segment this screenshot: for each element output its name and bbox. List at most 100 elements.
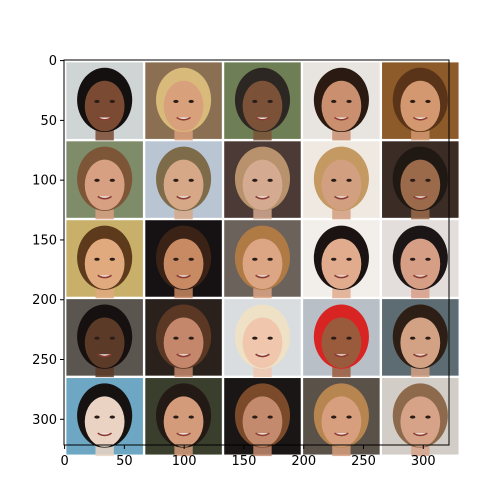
eye-shape [109,178,115,182]
mouth-shape [97,195,112,200]
mouth-shape [255,195,270,200]
mouth-shape [97,432,112,437]
eye-shape [425,415,431,419]
face-shape [242,238,283,290]
mouth-shape [176,274,191,279]
eye-shape [173,178,179,182]
eye-shape [346,336,352,340]
eye-shape [331,257,337,261]
face-shape [400,159,441,211]
eye-shape [409,178,416,182]
face-tile [145,220,222,299]
face-shape [400,396,441,447]
mouth-shape [176,353,191,358]
eye-shape [425,178,431,182]
eye-shape [346,178,352,182]
face-tile [224,299,301,378]
eye-shape [188,257,194,261]
face-shape [400,238,441,290]
face-shape [163,80,204,132]
eye-shape [94,257,100,261]
face-tile [303,378,380,457]
eye-shape [109,336,115,340]
face-tile [303,220,380,299]
eye-shape [425,336,431,340]
face-tile [224,378,301,457]
face-shape [321,238,362,290]
x-tick-label: 0 [60,454,68,469]
eye-shape [94,336,100,340]
eye-shape [188,99,194,103]
face-shape [242,80,283,132]
face-shape [321,317,362,368]
eye-shape [409,99,416,103]
face-shape [321,80,362,132]
y-tick-label: 100 [32,174,57,189]
face-shape [321,159,362,211]
eye-shape [109,257,115,261]
face-tile [224,62,301,141]
mouth-shape [412,195,428,200]
face-shape [163,238,204,290]
face-tile [303,62,380,141]
face-tile [66,220,143,299]
face-tile [303,141,380,220]
mouth-shape [334,432,349,437]
face-shape [242,317,283,368]
face-shape [163,396,204,447]
eye-shape [173,257,179,261]
eye-shape [173,415,179,419]
mouth-shape [334,274,349,279]
face-tile [145,299,222,378]
face-shape [321,396,362,447]
eye-shape [267,415,273,419]
mouth-shape [176,432,191,437]
eye-shape [331,336,337,340]
face-shape [84,396,125,447]
eye-shape [188,336,194,340]
mouth-shape [176,116,191,121]
x-tick-label: 100 [172,454,197,469]
mouth-shape [255,274,270,279]
mouth-shape [255,116,270,121]
face-shape [163,159,204,211]
y-tick-label: 300 [32,413,57,428]
face-tile [303,299,380,378]
face-shape [400,80,441,132]
mouth-shape [412,274,428,279]
eye-shape [188,178,194,182]
eye-shape [109,415,115,419]
eye-shape [409,257,416,261]
face-shape [242,159,283,211]
image-grid [64,60,459,457]
eye-shape [252,415,258,419]
eye-shape [331,99,337,103]
eye-shape [252,178,258,182]
face-tile [382,299,459,378]
face-tile [382,220,459,299]
mouth-shape [334,353,349,358]
eye-shape [267,178,273,182]
eye-shape [94,178,100,182]
x-tick-label: 150 [232,454,257,469]
eye-shape [252,99,258,103]
face-tile [382,141,459,220]
eye-shape [267,99,273,103]
eye-shape [94,99,100,103]
mouth-shape [412,116,428,121]
mouth-shape [176,195,191,200]
face-tile [145,378,222,457]
x-tick-label: 50 [116,454,133,469]
eye-shape [267,257,273,261]
eye-shape [94,415,100,419]
y-tick-label: 150 [32,233,57,248]
face-tile [66,141,143,220]
mouth-shape [97,274,112,279]
eye-shape [173,99,179,103]
face-tile [145,141,222,220]
y-tick-label: 50 [40,114,57,129]
face-shape [84,317,125,368]
eye-shape [425,99,431,103]
mouth-shape [412,353,428,358]
face-tile [224,220,301,299]
